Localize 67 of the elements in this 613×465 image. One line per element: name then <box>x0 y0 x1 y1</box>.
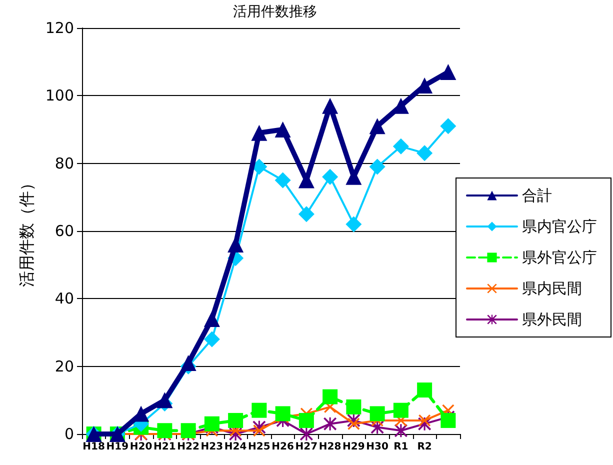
y-tick-label: 100 <box>45 86 74 105</box>
point <box>416 145 433 162</box>
point <box>298 206 314 222</box>
point <box>253 424 266 437</box>
point <box>440 64 456 80</box>
x-tick-label: H19 <box>106 442 129 452</box>
point <box>346 216 362 232</box>
point <box>204 310 220 327</box>
point <box>298 412 314 428</box>
point <box>228 236 244 253</box>
point <box>417 382 432 398</box>
point <box>275 406 290 422</box>
x-tick-label: R2 <box>417 442 432 452</box>
point <box>440 118 456 134</box>
x-tick-label: R1 <box>394 442 408 452</box>
point <box>369 158 386 175</box>
point <box>298 172 314 188</box>
legend-label: 県内民間 <box>522 280 582 298</box>
chart-title: 活用件数推移 <box>233 4 317 20</box>
point <box>322 168 338 185</box>
point <box>157 423 172 438</box>
point <box>322 98 338 114</box>
point <box>252 402 267 418</box>
legend-label: 県外官公庁 <box>522 248 597 266</box>
legend-label: 県内官公庁 <box>522 218 597 236</box>
legend-label: 合計 <box>522 186 552 204</box>
y-tick-label: 120 <box>45 19 74 37</box>
point <box>228 412 244 428</box>
point <box>346 168 362 185</box>
y-tick-label: 40 <box>54 290 74 308</box>
y-tick-label: 80 <box>54 154 74 172</box>
legend-label: 県外民間 <box>522 310 582 328</box>
y-tick-label: 0 <box>64 425 74 443</box>
point <box>204 331 220 348</box>
point <box>348 418 360 430</box>
x-tick-label: H27 <box>295 442 318 452</box>
point <box>369 118 386 134</box>
x-tick-label: H26 <box>272 442 294 452</box>
point <box>274 122 291 138</box>
point <box>392 138 409 154</box>
point <box>370 406 385 422</box>
x-tick-label: H25 <box>248 442 270 452</box>
x-tick-label: H20 <box>130 442 152 452</box>
point <box>393 402 408 418</box>
point <box>133 406 150 422</box>
y-axis-title: 活用件数（件） <box>16 175 36 287</box>
point <box>324 417 337 430</box>
x-tick-label: H23 <box>200 442 224 452</box>
point <box>274 172 291 188</box>
y-tick-label: 20 <box>54 357 74 376</box>
x-tick-label: H28 <box>318 442 342 452</box>
x-tick-label: H21 <box>154 442 176 452</box>
point <box>251 124 268 141</box>
point <box>440 412 456 428</box>
x-tick-label: H30 <box>366 442 388 452</box>
x-tick-label: H24 <box>224 442 247 452</box>
point <box>418 414 431 426</box>
point <box>180 354 196 371</box>
x-tick-label: H29 <box>342 442 365 452</box>
y-tick-label: 60 <box>54 222 74 240</box>
point <box>346 399 362 414</box>
point <box>322 389 338 404</box>
point <box>156 392 173 408</box>
point <box>180 423 196 438</box>
x-tick-label: H18 <box>82 442 105 452</box>
point <box>204 416 220 432</box>
x-tick-label: H22 <box>177 442 200 452</box>
